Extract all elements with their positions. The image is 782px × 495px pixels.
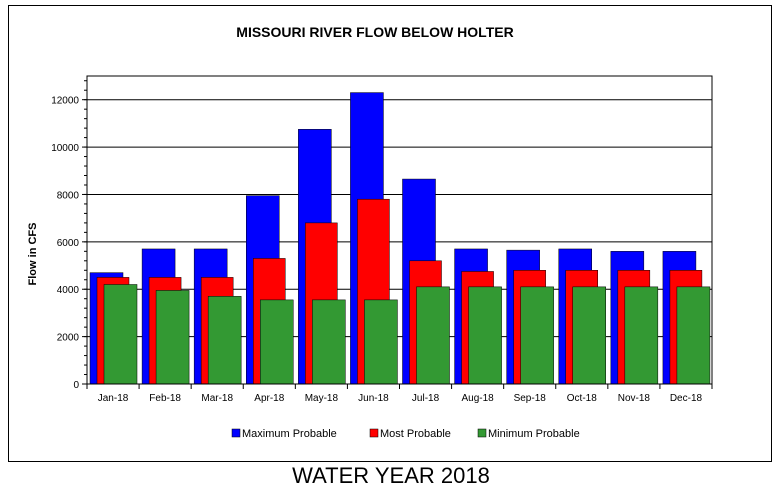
y-tick-label: 8000 [57,190,80,201]
plot-area: 0 2000 4000 6000 8000 10000 12000 Jan-18 Feb-18 M… [51,75,713,404]
y-tick-label: 4000 [57,285,80,296]
y-tick-label: 2000 [57,333,80,344]
bar-minimum-probable [364,299,398,385]
y-axis-label: Flow in CFS [27,223,39,286]
plot-border [86,75,713,385]
x-tick-label: Feb-18 [149,393,181,404]
x-tick-label: Mar-18 [201,393,233,404]
legend: Maximum Probable Most Probable Minimum Pro… [231,428,580,440]
legend-label: Maximum Probable [242,428,337,440]
bar-minimum-probable [207,296,242,385]
bar-minimum-probable [624,286,659,385]
x-tick-label: Jan-18 [98,393,129,404]
footer-caption: WATER YEAR 2018 [292,463,490,488]
bar-minimum-probable [416,286,450,385]
x-tick-label: Oct-18 [567,393,597,404]
bar-minimum-probable [312,299,346,385]
chart-frame [8,5,772,462]
y-tick-label: 12000 [51,96,79,107]
plot-background [87,76,712,384]
x-tick-label: Apr-18 [254,393,284,404]
x-tick-label: Sep-18 [514,393,547,404]
legend-swatch [477,428,487,438]
chart-title: MISSOURI RIVER FLOW BELOW HOLTER [236,24,513,40]
x-tick-label: Dec-18 [670,393,703,404]
x-tick-label: Aug-18 [462,393,495,404]
y-tick-label: 10000 [51,143,79,154]
bar-minimum-probable [676,286,711,385]
bar-minimum-probable [572,286,606,385]
x-tick-label: May-18 [305,393,339,404]
bar-minimum-probable [520,286,554,385]
legend-swatch [231,428,241,438]
legend-label: Most Probable [380,428,451,440]
x-tick-label: Nov-18 [618,393,651,404]
bar-minimum-probable [260,299,294,385]
bar-minimum-probable [155,290,190,385]
y-tick-label: 0 [73,380,79,391]
bar-minimum-probable [103,284,138,385]
y-tick-label: 6000 [57,238,80,249]
x-tick-label: Jul-18 [412,393,440,404]
x-tick-label: Jun-18 [358,393,389,404]
bar-minimum-probable [468,286,502,385]
legend-label: Minimum Probable [488,428,580,440]
legend-swatch [369,428,379,438]
